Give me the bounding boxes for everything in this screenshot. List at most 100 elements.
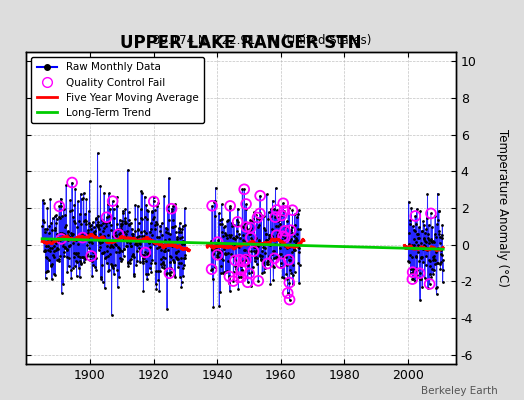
Point — [73, 253, 82, 259]
Point — [436, 261, 444, 267]
Point — [294, 211, 302, 218]
Point — [270, 248, 278, 254]
Point — [80, 254, 89, 260]
Point — [414, 242, 422, 248]
Point — [245, 231, 253, 237]
Point — [233, 233, 242, 240]
Point — [45, 257, 53, 263]
Point — [170, 259, 178, 265]
Point — [220, 268, 228, 275]
Point — [178, 279, 186, 285]
Point — [415, 258, 423, 264]
Point — [282, 224, 290, 230]
Point — [223, 234, 231, 241]
Point — [271, 241, 279, 247]
Point — [251, 255, 259, 261]
Point — [115, 274, 123, 280]
Point — [406, 252, 414, 258]
Point — [268, 232, 276, 239]
Point — [134, 202, 142, 209]
Point — [138, 258, 147, 264]
Point — [91, 232, 100, 238]
Point — [283, 262, 291, 268]
Point — [435, 208, 443, 215]
Point — [405, 241, 413, 247]
Point — [91, 263, 99, 270]
Point — [175, 229, 183, 235]
Point — [106, 251, 114, 257]
Point — [39, 200, 48, 206]
Point — [210, 246, 218, 253]
Point — [411, 213, 420, 219]
Point — [169, 257, 177, 263]
Point — [293, 237, 301, 244]
Point — [235, 244, 243, 250]
Point — [421, 230, 430, 236]
Point — [210, 197, 219, 204]
Point — [226, 203, 234, 209]
Point — [138, 190, 147, 196]
Point — [84, 227, 92, 233]
Point — [45, 230, 53, 236]
Point — [123, 242, 131, 249]
Point — [102, 214, 111, 220]
Point — [99, 278, 107, 285]
Point — [256, 192, 264, 199]
Point — [290, 269, 299, 275]
Point — [425, 281, 434, 287]
Point — [83, 251, 91, 257]
Point — [420, 236, 428, 242]
Point — [112, 232, 120, 239]
Point — [277, 212, 286, 219]
Point — [52, 216, 61, 222]
Point — [77, 260, 85, 266]
Point — [90, 252, 99, 259]
Point — [60, 206, 68, 212]
Point — [48, 226, 57, 233]
Point — [245, 270, 254, 277]
Point — [263, 237, 271, 244]
Point — [157, 240, 166, 247]
Point — [412, 220, 420, 227]
Point — [266, 281, 275, 287]
Point — [406, 221, 414, 227]
Point — [82, 196, 91, 202]
Point — [173, 243, 182, 249]
Point — [411, 213, 420, 219]
Point — [235, 256, 244, 263]
Point — [68, 232, 76, 239]
Point — [272, 232, 281, 238]
Point — [208, 266, 216, 272]
Point — [81, 217, 89, 223]
Point — [248, 240, 256, 246]
Point — [160, 193, 168, 199]
Point — [118, 248, 126, 254]
Point — [130, 241, 139, 247]
Point — [92, 267, 101, 273]
Point — [227, 231, 235, 238]
Point — [243, 219, 252, 226]
Point — [153, 221, 161, 228]
Point — [408, 269, 417, 275]
Point — [405, 230, 413, 236]
Point — [278, 274, 287, 280]
Point — [211, 264, 220, 270]
Point — [47, 220, 56, 226]
Point — [279, 254, 288, 260]
Point — [74, 198, 82, 204]
Point — [163, 270, 171, 276]
Point — [419, 218, 428, 224]
Point — [279, 233, 287, 240]
Point — [107, 312, 116, 318]
Point — [90, 229, 98, 236]
Point — [40, 226, 49, 232]
Point — [251, 252, 259, 259]
Point — [127, 243, 136, 250]
Point — [126, 259, 134, 266]
Point — [143, 276, 151, 283]
Point — [122, 234, 130, 240]
Point — [82, 242, 91, 248]
Point — [86, 222, 95, 228]
Point — [143, 207, 151, 213]
Point — [68, 179, 77, 186]
